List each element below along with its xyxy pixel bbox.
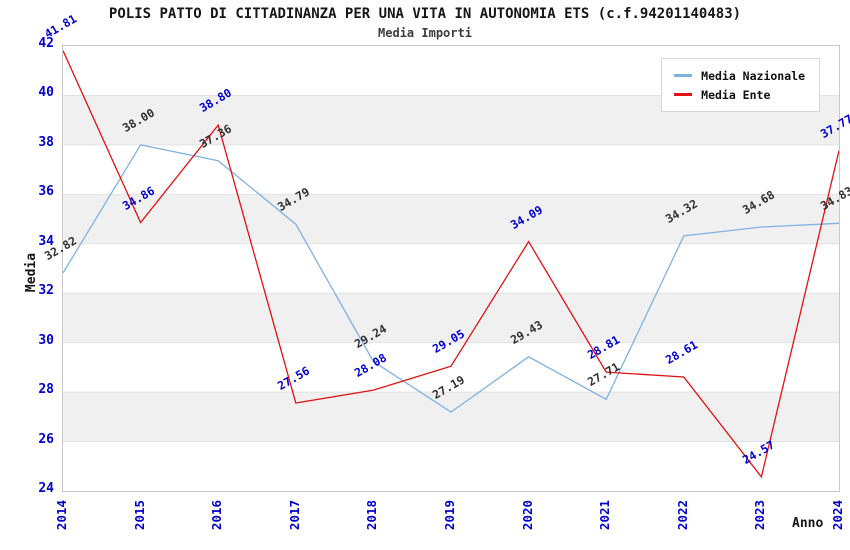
legend-swatch-icon — [674, 93, 693, 96]
y-tick-label: 24 — [38, 481, 54, 496]
series-line-media-ente — [63, 50, 839, 479]
plot-band — [63, 441, 839, 491]
chart-title: POLIS PATTO DI CITTADINANZA PER UNA VITA… — [108, 6, 742, 22]
y-tick-label: 26 — [38, 431, 54, 447]
chart-subtitle: Media Importi — [378, 26, 472, 40]
legend-label: Media Ente — [701, 87, 771, 102]
x-tick-label: 2022 — [674, 499, 690, 531]
x-tick-label: 2015 — [131, 499, 147, 531]
legend: Media Nazionale Media Ente — [661, 58, 820, 112]
y-tick-label: 36 — [38, 184, 54, 200]
plot-band — [63, 342, 839, 393]
plot-band — [63, 243, 839, 294]
x-tick-label: 2024 — [830, 499, 845, 531]
legend-label: Media Nazionale — [701, 68, 805, 83]
x-tick-label: 2017 — [286, 499, 302, 531]
x-tick-label: 2023 — [752, 499, 768, 531]
y-tick-label: 28 — [38, 382, 54, 398]
x-tick-label: 2014 — [54, 499, 69, 531]
plot-band — [63, 144, 839, 195]
x-tick-label: 2020 — [519, 499, 535, 531]
legend-item-media-nazionale: Media Nazionale — [674, 66, 805, 85]
legend-swatch-icon — [674, 74, 693, 77]
y-tick-label: 38 — [38, 134, 54, 150]
plot-band — [63, 293, 839, 343]
y-tick-label: 42 — [38, 36, 54, 51]
x-tick-label: 2018 — [364, 499, 380, 531]
x-tick-label: 2016 — [209, 499, 225, 531]
y-tick-label: 40 — [38, 85, 54, 101]
x-axis-title: Anno — [792, 516, 824, 531]
y-tick-label: 32 — [38, 283, 54, 299]
y-tick-label: 30 — [38, 332, 54, 348]
legend-item-media-ente: Media Ente — [674, 85, 805, 104]
y-tick-label: 34 — [38, 233, 54, 249]
plot-band — [63, 194, 839, 244]
plot-area: 32.82 38.00 37.36 34.79 29.24 27.19 29.43 27.71… — [42, 11, 850, 492]
plot-band — [63, 392, 839, 442]
x-tick-label: 2021 — [597, 499, 613, 531]
plot-canvas — [63, 46, 839, 491]
x-tick-label: 2019 — [442, 499, 457, 531]
series-line-media-nazionale — [63, 144, 839, 413]
